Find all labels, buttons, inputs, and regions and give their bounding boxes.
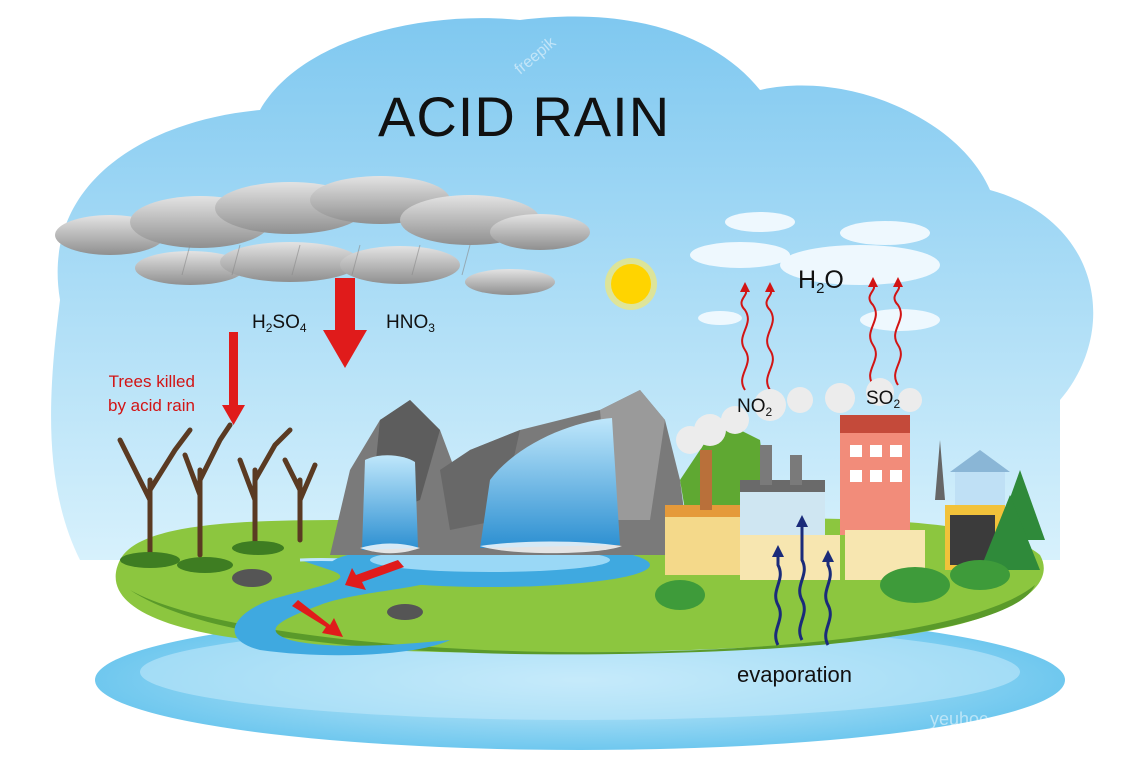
cloud-icon: [55, 176, 590, 295]
trees-note-line1: Trees killed: [108, 372, 195, 391]
h2so4-label: H2SO4: [252, 312, 307, 335]
trees-note-line2: by acid rain: [108, 396, 195, 415]
sky-background: [51, 16, 1094, 560]
no2-label: NO2: [737, 396, 773, 419]
so2-label: SO2: [866, 388, 901, 411]
green-trees: [655, 470, 1045, 610]
hno3-label: HNO3: [386, 312, 435, 335]
rain-streaks: [181, 244, 471, 276]
sun-icon: [605, 258, 657, 310]
tree-icon: [117, 422, 318, 558]
emission-arrows: [740, 284, 902, 391]
evaporation-label: evaporation: [737, 662, 852, 687]
river-rocks: [232, 569, 423, 620]
page-title: ACID RAIN: [378, 85, 671, 148]
acid-rain-arrows: [222, 278, 404, 637]
h2o-label: H2O: [798, 266, 844, 297]
evaporation-arrows: [774, 525, 832, 646]
smoke: [676, 378, 922, 454]
light-clouds: [690, 212, 940, 331]
waterfall-icon: [360, 418, 622, 554]
watermark: yeuhoc: [930, 709, 988, 729]
trees-killed-note: Trees killed by acid rain: [108, 370, 195, 418]
